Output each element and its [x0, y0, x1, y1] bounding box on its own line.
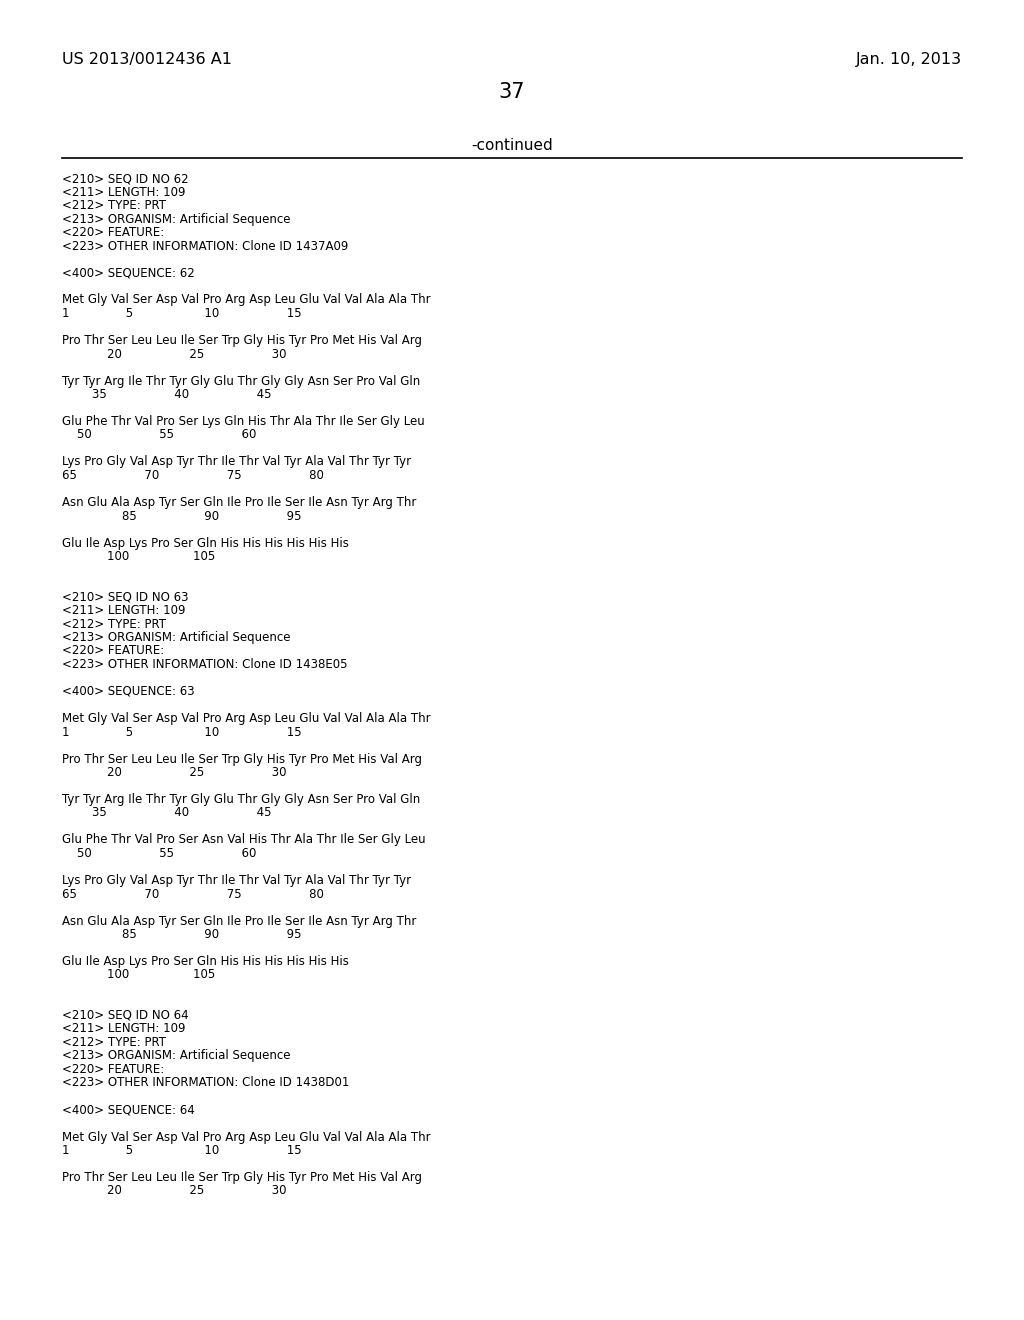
Text: 20                  25                  30: 20 25 30 [62, 347, 287, 360]
Text: Glu Ile Asp Lys Pro Ser Gln His His His His His His: Glu Ile Asp Lys Pro Ser Gln His His His … [62, 954, 349, 968]
Text: US 2013/0012436 A1: US 2013/0012436 A1 [62, 51, 232, 67]
Text: Met Gly Val Ser Asp Val Pro Arg Asp Leu Glu Val Val Ala Ala Thr: Met Gly Val Ser Asp Val Pro Arg Asp Leu … [62, 711, 431, 725]
Text: <212> TYPE: PRT: <212> TYPE: PRT [62, 199, 166, 213]
Text: 85                  90                  95: 85 90 95 [62, 510, 301, 523]
Text: <211> LENGTH: 109: <211> LENGTH: 109 [62, 605, 185, 616]
Text: Pro Thr Ser Leu Leu Ile Ser Trp Gly His Tyr Pro Met His Val Arg: Pro Thr Ser Leu Leu Ile Ser Trp Gly His … [62, 752, 422, 766]
Text: <212> TYPE: PRT: <212> TYPE: PRT [62, 618, 166, 631]
Text: 1               5                   10                  15: 1 5 10 15 [62, 726, 302, 738]
Text: <210> SEQ ID NO 64: <210> SEQ ID NO 64 [62, 1008, 188, 1022]
Text: <213> ORGANISM: Artificial Sequence: <213> ORGANISM: Artificial Sequence [62, 631, 291, 644]
Text: <212> TYPE: PRT: <212> TYPE: PRT [62, 1036, 166, 1049]
Text: <220> FEATURE:: <220> FEATURE: [62, 226, 164, 239]
Text: <211> LENGTH: 109: <211> LENGTH: 109 [62, 1023, 185, 1035]
Text: 35                  40                  45: 35 40 45 [62, 807, 271, 820]
Text: Tyr Tyr Arg Ile Thr Tyr Gly Glu Thr Gly Gly Asn Ser Pro Val Gln: Tyr Tyr Arg Ile Thr Tyr Gly Glu Thr Gly … [62, 375, 420, 388]
Text: 1               5                   10                  15: 1 5 10 15 [62, 1144, 302, 1158]
Text: 20                  25                  30: 20 25 30 [62, 1184, 287, 1197]
Text: <220> FEATURE:: <220> FEATURE: [62, 644, 164, 657]
Text: Glu Phe Thr Val Pro Ser Asn Val His Thr Ala Thr Ile Ser Gly Leu: Glu Phe Thr Val Pro Ser Asn Val His Thr … [62, 833, 426, 846]
Text: Met Gly Val Ser Asp Val Pro Arg Asp Leu Glu Val Val Ala Ala Thr: Met Gly Val Ser Asp Val Pro Arg Asp Leu … [62, 293, 431, 306]
Text: Pro Thr Ser Leu Leu Ile Ser Trp Gly His Tyr Pro Met His Val Arg: Pro Thr Ser Leu Leu Ile Ser Trp Gly His … [62, 334, 422, 347]
Text: 65                  70                  75                  80: 65 70 75 80 [62, 469, 324, 482]
Text: <400> SEQUENCE: 64: <400> SEQUENCE: 64 [62, 1104, 195, 1117]
Text: -continued: -continued [471, 139, 553, 153]
Text: Pro Thr Ser Leu Leu Ile Ser Trp Gly His Tyr Pro Met His Val Arg: Pro Thr Ser Leu Leu Ile Ser Trp Gly His … [62, 1171, 422, 1184]
Text: Asn Glu Ala Asp Tyr Ser Gln Ile Pro Ile Ser Ile Asn Tyr Arg Thr: Asn Glu Ala Asp Tyr Ser Gln Ile Pro Ile … [62, 496, 417, 510]
Text: 37: 37 [499, 82, 525, 102]
Text: <400> SEQUENCE: 62: <400> SEQUENCE: 62 [62, 267, 195, 280]
Text: Glu Ile Asp Lys Pro Ser Gln His His His His His His: Glu Ile Asp Lys Pro Ser Gln His His His … [62, 536, 349, 549]
Text: <210> SEQ ID NO 62: <210> SEQ ID NO 62 [62, 172, 188, 185]
Text: <223> OTHER INFORMATION: Clone ID 1438E05: <223> OTHER INFORMATION: Clone ID 1438E0… [62, 657, 347, 671]
Text: <400> SEQUENCE: 63: <400> SEQUENCE: 63 [62, 685, 195, 698]
Text: 20                  25                  30: 20 25 30 [62, 766, 287, 779]
Text: Lys Pro Gly Val Asp Tyr Thr Ile Thr Val Tyr Ala Val Thr Tyr Tyr: Lys Pro Gly Val Asp Tyr Thr Ile Thr Val … [62, 455, 411, 469]
Text: Asn Glu Ala Asp Tyr Ser Gln Ile Pro Ile Ser Ile Asn Tyr Arg Thr: Asn Glu Ala Asp Tyr Ser Gln Ile Pro Ile … [62, 915, 417, 928]
Text: <223> OTHER INFORMATION: Clone ID 1437A09: <223> OTHER INFORMATION: Clone ID 1437A0… [62, 239, 348, 252]
Text: 50                  55                  60: 50 55 60 [62, 429, 256, 441]
Text: 35                  40                  45: 35 40 45 [62, 388, 271, 401]
Text: Lys Pro Gly Val Asp Tyr Thr Ile Thr Val Tyr Ala Val Thr Tyr Tyr: Lys Pro Gly Val Asp Tyr Thr Ile Thr Val … [62, 874, 411, 887]
Text: 100                 105: 100 105 [62, 969, 215, 982]
Text: Jan. 10, 2013: Jan. 10, 2013 [856, 51, 962, 67]
Text: 50                  55                  60: 50 55 60 [62, 847, 256, 861]
Text: Glu Phe Thr Val Pro Ser Lys Gln His Thr Ala Thr Ile Ser Gly Leu: Glu Phe Thr Val Pro Ser Lys Gln His Thr … [62, 414, 425, 428]
Text: Met Gly Val Ser Asp Val Pro Arg Asp Leu Glu Val Val Ala Ala Thr: Met Gly Val Ser Asp Val Pro Arg Asp Leu … [62, 1130, 431, 1143]
Text: <213> ORGANISM: Artificial Sequence: <213> ORGANISM: Artificial Sequence [62, 1049, 291, 1063]
Text: 85                  90                  95: 85 90 95 [62, 928, 301, 941]
Text: <210> SEQ ID NO 63: <210> SEQ ID NO 63 [62, 590, 188, 603]
Text: <223> OTHER INFORMATION: Clone ID 1438D01: <223> OTHER INFORMATION: Clone ID 1438D0… [62, 1077, 349, 1089]
Text: <220> FEATURE:: <220> FEATURE: [62, 1063, 164, 1076]
Text: 1               5                   10                  15: 1 5 10 15 [62, 308, 302, 319]
Text: <211> LENGTH: 109: <211> LENGTH: 109 [62, 186, 185, 198]
Text: 100                 105: 100 105 [62, 550, 215, 564]
Text: <213> ORGANISM: Artificial Sequence: <213> ORGANISM: Artificial Sequence [62, 213, 291, 226]
Text: Tyr Tyr Arg Ile Thr Tyr Gly Glu Thr Gly Gly Asn Ser Pro Val Gln: Tyr Tyr Arg Ile Thr Tyr Gly Glu Thr Gly … [62, 793, 420, 807]
Text: 65                  70                  75                  80: 65 70 75 80 [62, 887, 324, 900]
